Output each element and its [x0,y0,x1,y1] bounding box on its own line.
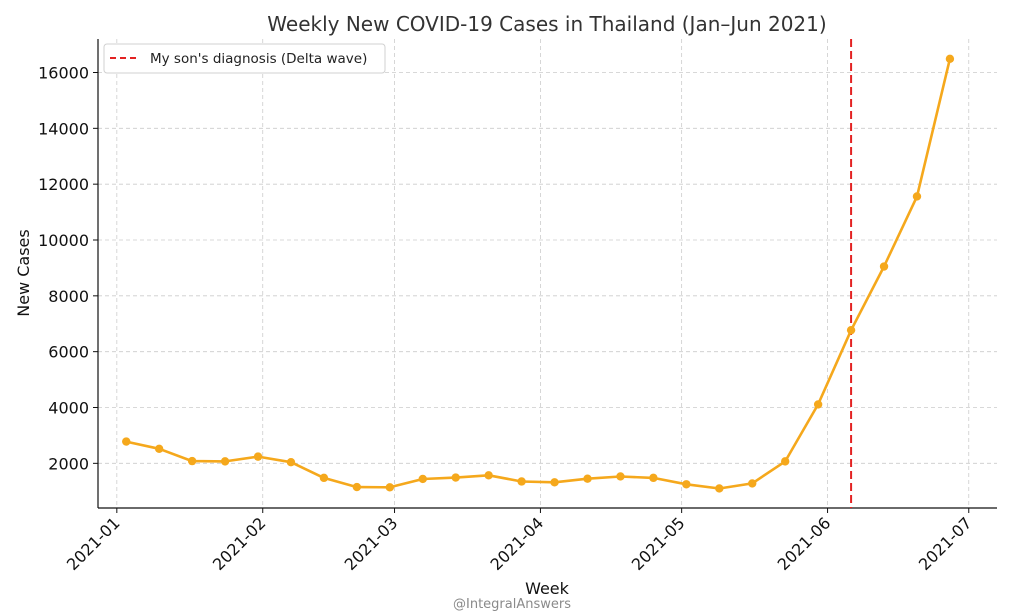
series-line [125,58,952,490]
data-point [616,472,625,481]
y-tick-label: 14000 [38,119,89,138]
data-point [517,477,526,486]
data-point [649,473,658,483]
data-point [550,478,559,487]
x-axis-ticks: 2021-01 2021-02 2021-03 2021-04 2021-05 2021-… [63,508,976,574]
grid [98,39,997,508]
x-tick-label: 2021-02 [209,513,270,574]
y-tick-label: 10000 [38,231,89,250]
axes [97,39,997,509]
data-point [220,457,230,466]
data-point [451,473,460,482]
data-point [583,474,592,483]
data-point [780,457,790,466]
data-point [385,483,395,492]
y-tick-label: 12000 [38,175,89,194]
x-tick-label: 2021-01 [63,513,124,574]
y-axis-label: New Cases [14,229,33,316]
chart-title: Weekly New COVID-19 Cases in Thailand (J… [267,12,826,36]
data-point [286,458,296,467]
data-point [879,262,889,271]
data-point [122,437,131,446]
data-point [912,192,922,201]
y-tick-label: 8000 [48,287,89,306]
data-point [813,400,823,409]
x-tick-label: 2021-07 [915,513,976,574]
data-point [154,444,164,454]
data-point [319,473,329,483]
data-point [187,456,197,466]
legend-box [103,43,386,74]
data-point [484,471,493,480]
x-tick-label: 2021-06 [774,513,835,574]
data-point [748,479,757,488]
data-point [352,482,362,492]
x-tick-label: 2021-03 [341,513,402,574]
data-point [715,484,724,493]
legend: My son's diagnosis (Delta wave) [103,43,386,74]
y-tick-label: 6000 [48,343,89,362]
data-point [253,452,263,461]
x-tick-label: 2021-04 [487,513,548,574]
data-point [945,54,955,64]
x-tick-label: 2021-05 [628,513,689,574]
x-axis-label: Week [525,579,570,598]
y-tick-label: 2000 [48,454,89,473]
y-tick-label: 16000 [38,64,89,83]
y-tick-label: 4000 [48,399,89,418]
watermark: @IntegralAnswers [453,597,571,612]
series [122,54,955,493]
y-axis-ticks: 2000 4000 6000 8000 10000 12000 14000 16000 [38,64,98,473]
legend-label-diagnosis: My son's diagnosis (Delta wave) [150,51,367,67]
data-point [682,480,691,489]
data-point [846,325,856,335]
data-point [418,474,427,484]
